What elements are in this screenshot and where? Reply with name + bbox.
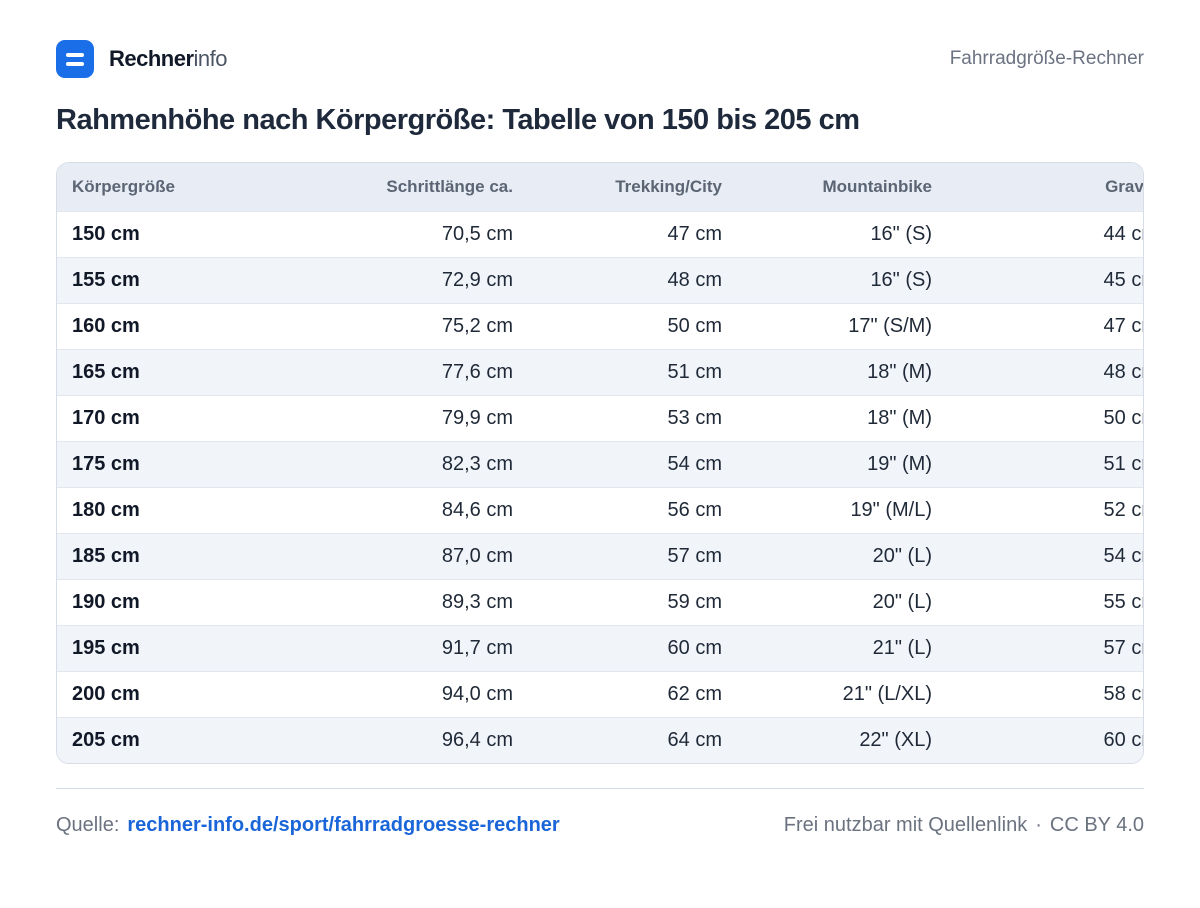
cell-trekking-city: 47 cm	[667, 222, 722, 245]
cell-body-height: 200 cm	[72, 682, 140, 705]
cell-inseam: 91,7 cm	[441, 636, 513, 659]
cell-mountainbike: 20" (L)	[872, 544, 932, 567]
cell-mountainbike: 19" (M/L)	[850, 498, 932, 521]
cell-trekking-city: 59 cm	[667, 590, 722, 613]
cell-inseam: 84,6 cm	[441, 498, 513, 521]
cell-gravel: 55 cm	[1103, 590, 1143, 613]
cell-inseam: 82,3 cm	[441, 452, 513, 475]
table-row: 175 cm 82,3 cm 54 cm 19" (M) 51 cm	[57, 441, 1143, 487]
brand-name: Rechnerinfo	[109, 40, 228, 78]
cell-gravel: 54 cm	[1103, 544, 1143, 567]
column-header-trekking-city: Trekking/City	[615, 176, 722, 196]
cell-mountainbike: 20" (L)	[872, 590, 932, 613]
cell-gravel: 51 cm	[1103, 452, 1143, 475]
cell-body-height: 155 cm	[72, 268, 140, 291]
cell-trekking-city: 64 cm	[667, 728, 722, 751]
table-row: 190 cm 89,3 cm 59 cm 20" (L) 55 cm	[57, 579, 1143, 625]
table-row: 200 cm 94,0 cm 62 cm 21" (L/XL) 58 cm	[57, 671, 1143, 717]
frame-size-table: Körpergröße Schrittlänge ca. Trekking/Ci…	[56, 162, 1144, 764]
page-title: Rahmenhöhe nach Körpergröße: Tabelle von…	[56, 104, 860, 136]
cell-trekking-city: 57 cm	[667, 544, 722, 567]
cell-inseam: 89,3 cm	[441, 590, 513, 613]
cell-mountainbike: 18" (M)	[867, 406, 932, 429]
brand[interactable]: Rechnerinfo	[56, 40, 228, 78]
cell-trekking-city: 54 cm	[667, 452, 722, 475]
cell-trekking-city: 50 cm	[667, 314, 722, 337]
cell-trekking-city: 60 cm	[667, 636, 722, 659]
cell-inseam: 79,9 cm	[441, 406, 513, 429]
cell-mountainbike: 17" (S/M)	[848, 314, 932, 337]
cell-mountainbike: 22" (XL)	[859, 728, 932, 751]
cell-body-height: 195 cm	[72, 636, 140, 659]
license-separator: ·	[1035, 814, 1042, 836]
cell-inseam: 77,6 cm	[441, 360, 513, 383]
license-info: Frei nutzbar mit Quellenlink · CC BY 4.0	[784, 814, 1144, 837]
cell-body-height: 175 cm	[72, 452, 140, 475]
cell-inseam: 87,0 cm	[441, 544, 513, 567]
license-name: CC BY 4.0	[1049, 814, 1144, 836]
table-row: 155 cm 72,9 cm 48 cm 16" (S) 45 cm	[57, 257, 1143, 303]
cell-mountainbike: 16" (S)	[870, 222, 932, 245]
cell-trekking-city: 56 cm	[667, 498, 722, 521]
cell-gravel: 50 cm	[1103, 406, 1143, 429]
cell-trekking-city: 51 cm	[667, 360, 722, 383]
column-header-gravel: Gravel	[1105, 176, 1144, 196]
cell-body-height: 205 cm	[72, 728, 140, 751]
table-row: 165 cm 77,6 cm 51 cm 18" (M) 48 cm	[57, 349, 1143, 395]
cell-inseam: 96,4 cm	[441, 728, 513, 751]
cell-gravel: 52 cm	[1103, 498, 1143, 521]
source-link[interactable]: rechner-info.de/sport/fahrradgroesse-rec…	[127, 814, 560, 836]
cell-gravel: 47 cm	[1103, 314, 1143, 337]
table-row: 160 cm 75,2 cm 50 cm 17" (S/M) 47 cm	[57, 303, 1143, 349]
cell-inseam: 72,9 cm	[441, 268, 513, 291]
cell-gravel: 60 cm	[1103, 728, 1143, 751]
cell-body-height: 160 cm	[72, 314, 140, 337]
column-header-mountainbike: Mountainbike	[822, 176, 932, 196]
cell-mountainbike: 21" (L)	[872, 636, 932, 659]
cell-mountainbike: 16" (S)	[870, 268, 932, 291]
cell-body-height: 165 cm	[72, 360, 140, 383]
cell-gravel: 45 cm	[1103, 268, 1143, 291]
source-label: Quelle:	[56, 814, 120, 836]
cell-gravel: 44 cm	[1103, 222, 1143, 245]
table-header-row: Körpergröße Schrittlänge ca. Trekking/Ci…	[57, 163, 1144, 211]
footer-divider	[56, 788, 1144, 789]
table-row: 185 cm 87,0 cm 57 cm 20" (L) 54 cm	[57, 533, 1143, 579]
license-text: Frei nutzbar mit Quellenlink	[783, 814, 1028, 836]
cell-inseam: 94,0 cm	[441, 682, 513, 705]
table-row: 150 cm 70,5 cm 47 cm 16" (S) 44 cm	[57, 211, 1143, 257]
cell-body-height: 170 cm	[72, 406, 140, 429]
cell-inseam: 75,2 cm	[441, 314, 513, 337]
cell-trekking-city: 48 cm	[667, 268, 722, 291]
logo-icon	[56, 40, 94, 78]
column-header-inseam: Schrittlänge ca.	[386, 176, 513, 196]
cell-body-height: 190 cm	[72, 590, 140, 613]
cell-gravel: 57 cm	[1103, 636, 1143, 659]
cell-mountainbike: 21" (L/XL)	[842, 682, 932, 705]
cell-body-height: 185 cm	[72, 544, 140, 567]
cell-trekking-city: 53 cm	[667, 406, 722, 429]
table-row: 180 cm 84,6 cm 56 cm 19" (M/L) 52 cm	[57, 487, 1143, 533]
brand-name-strong: Rechner	[109, 46, 194, 71]
table-row: 170 cm 79,9 cm 53 cm 18" (M) 50 cm	[57, 395, 1143, 441]
source: Quelle: rechner-info.de/sport/fahrradgroe…	[56, 814, 560, 837]
column-header-body-height: Körpergröße	[72, 176, 175, 196]
table-row: 195 cm 91,7 cm 60 cm 21" (L) 57 cm	[57, 625, 1143, 671]
cell-gravel: 48 cm	[1103, 360, 1143, 383]
cell-mountainbike: 19" (M)	[867, 452, 932, 475]
cell-body-height: 150 cm	[72, 222, 140, 245]
table-row: 205 cm 96,4 cm 64 cm 22" (XL) 60 cm	[57, 717, 1143, 763]
cell-inseam: 70,5 cm	[441, 222, 513, 245]
cell-mountainbike: 18" (M)	[867, 360, 932, 383]
cell-trekking-city: 62 cm	[667, 682, 722, 705]
cell-gravel: 58 cm	[1103, 682, 1143, 705]
cell-body-height: 180 cm	[72, 498, 140, 521]
tool-name: Fahrradgröße-Rechner	[949, 48, 1144, 69]
brand-name-light: info	[193, 46, 228, 71]
